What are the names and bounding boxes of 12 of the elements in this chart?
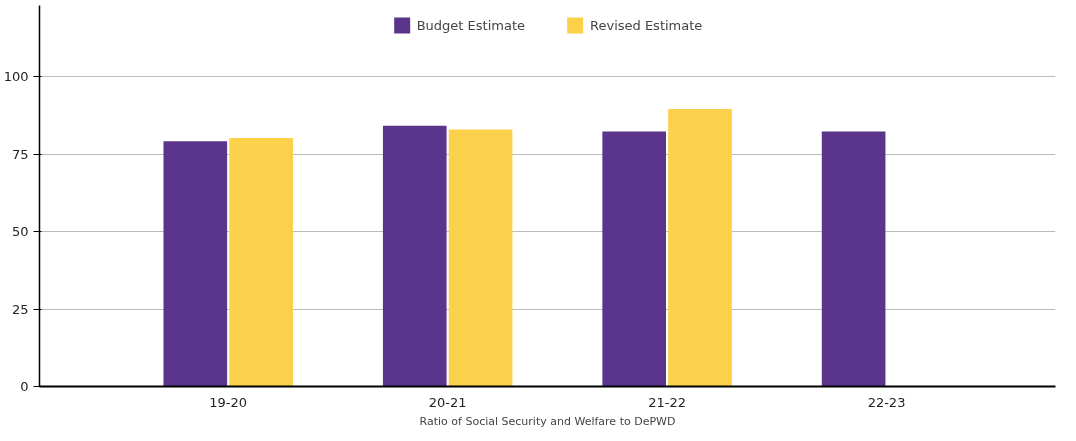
legend-label: Budget Estimate	[416, 17, 525, 33]
x-axis-title: Ratio of Social Security and Welfare to DePWD	[419, 414, 676, 428]
y-tick-label: 0	[20, 379, 29, 394]
x-tick-label: 19-20	[209, 394, 248, 410]
x-tick-label: 22-23	[867, 394, 906, 410]
y-tick-label: 25	[11, 301, 29, 317]
y-tick-label: 75	[11, 146, 29, 162]
x-tick-label: 21-22	[648, 394, 686, 410]
x-tick-label: 20-21	[428, 394, 467, 410]
y-tick-label: 50	[11, 224, 29, 240]
y-tick-label: 100	[3, 69, 29, 85]
legend-label: Revised Estimate	[589, 17, 703, 33]
